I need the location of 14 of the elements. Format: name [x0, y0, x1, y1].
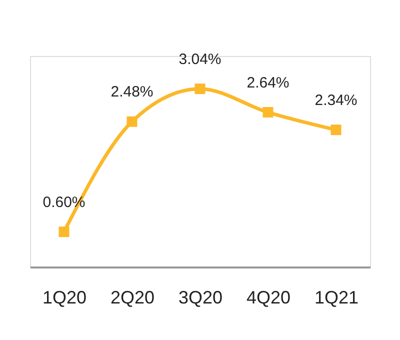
x-tick-label: 1Q21	[314, 288, 359, 308]
data-label: 2.34%	[314, 92, 358, 109]
point	[262, 107, 274, 118]
data-label: 2.48%	[110, 84, 154, 101]
data-label: 3.04%	[178, 50, 222, 68]
data-label: 2.64%	[246, 74, 290, 92]
point	[126, 116, 138, 127]
point	[330, 124, 342, 136]
x-tick-label: 3Q20	[178, 288, 223, 308]
x-tick-label: 4Q20	[246, 288, 291, 308]
x-tick-label: 1Q20	[42, 288, 87, 308]
x-tick-label: 2Q20	[110, 288, 155, 308]
point	[58, 226, 70, 238]
point	[194, 84, 206, 94]
